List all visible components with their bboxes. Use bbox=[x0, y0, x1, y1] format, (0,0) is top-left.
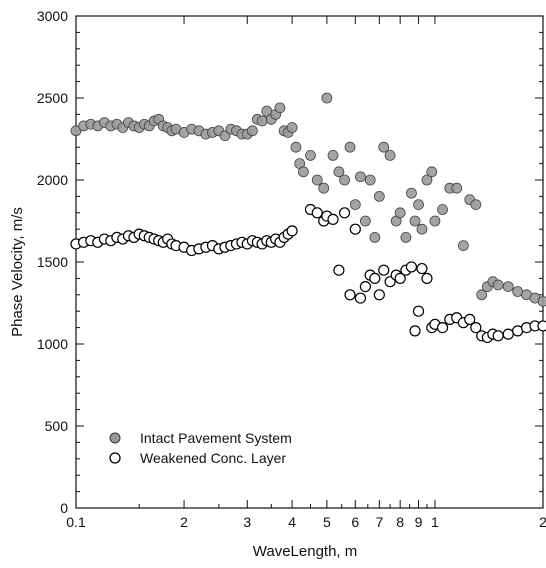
series-weakened bbox=[70, 203, 546, 344]
x-axis: 0.1 2 3 4 5 6 7 8 9 1 2 bbox=[66, 16, 546, 530]
x-tick-label: 8 bbox=[396, 514, 404, 530]
data-point bbox=[537, 295, 546, 307]
data-point bbox=[339, 174, 350, 186]
data-point bbox=[416, 262, 428, 275]
data-point bbox=[476, 289, 488, 301]
data-point bbox=[470, 322, 482, 334]
x-tick-label: 5 bbox=[323, 514, 331, 530]
data-point bbox=[359, 215, 371, 227]
legend: Intact Pavement System Weakened Conc. La… bbox=[109, 430, 292, 466]
x-axis-title: WaveLength, m bbox=[253, 543, 358, 560]
data-point bbox=[457, 240, 469, 252]
data-point bbox=[512, 286, 524, 297]
data-point bbox=[354, 292, 367, 304]
data-point bbox=[369, 231, 381, 243]
data-points bbox=[70, 92, 546, 344]
data-point bbox=[378, 141, 390, 153]
data-point bbox=[327, 149, 339, 161]
y-axis: 0 500 1000 1500 2000 2500 3000 bbox=[37, 8, 543, 516]
data-point bbox=[412, 305, 425, 317]
data-point bbox=[344, 141, 356, 153]
data-point bbox=[333, 264, 345, 276]
data-point bbox=[492, 330, 504, 342]
y-tick-label: 1000 bbox=[37, 336, 68, 352]
data-point bbox=[537, 320, 546, 332]
data-point bbox=[286, 225, 298, 237]
data-point bbox=[311, 207, 323, 219]
data-point bbox=[333, 166, 345, 178]
data-point bbox=[364, 174, 376, 186]
data-point bbox=[305, 149, 316, 161]
data-point bbox=[405, 261, 418, 273]
y-tick-label: 1500 bbox=[37, 254, 68, 270]
data-point bbox=[355, 171, 366, 183]
data-point bbox=[373, 289, 385, 301]
data-point bbox=[502, 328, 514, 340]
series-intact bbox=[70, 92, 546, 307]
data-point bbox=[437, 204, 448, 215]
legend-label-intact: Intact Pavement System bbox=[140, 430, 292, 446]
data-point bbox=[416, 223, 428, 235]
data-point bbox=[394, 272, 406, 284]
data-point bbox=[338, 207, 351, 219]
x-tick-label: 6 bbox=[351, 514, 359, 530]
x-tick-label: 3 bbox=[243, 514, 251, 530]
y-tick-label: 3000 bbox=[37, 8, 68, 24]
data-point bbox=[349, 223, 361, 235]
data-point bbox=[451, 182, 463, 194]
data-point bbox=[436, 322, 449, 334]
data-point bbox=[429, 215, 441, 227]
data-point bbox=[464, 313, 476, 325]
data-point bbox=[369, 272, 381, 284]
data-point bbox=[256, 115, 268, 127]
data-point bbox=[394, 207, 406, 219]
y-tick-label: 0 bbox=[60, 500, 68, 516]
data-point bbox=[470, 199, 482, 211]
data-point bbox=[502, 281, 514, 293]
x-tick-label: 7 bbox=[375, 514, 383, 530]
y-tick-label: 500 bbox=[45, 418, 69, 434]
data-point bbox=[378, 264, 390, 276]
y-tick-label: 2000 bbox=[37, 172, 68, 188]
legend-marker-intact bbox=[109, 432, 121, 444]
y-axis-title: Phase Velocity, m/s bbox=[9, 207, 26, 337]
data-point bbox=[274, 102, 286, 114]
x-tick-label: 2 bbox=[539, 514, 546, 530]
data-point bbox=[359, 281, 371, 293]
data-point bbox=[406, 187, 417, 199]
x-tick-label: 1 bbox=[431, 514, 439, 530]
legend-label-weakened: Weakened Conc. Layer bbox=[140, 450, 286, 466]
data-point bbox=[413, 199, 424, 211]
data-point bbox=[321, 92, 333, 104]
x-tick-label: 9 bbox=[415, 514, 423, 530]
data-point bbox=[421, 272, 433, 284]
data-point bbox=[426, 166, 438, 178]
data-point bbox=[384, 149, 396, 161]
data-point bbox=[290, 141, 302, 153]
data-point bbox=[373, 190, 385, 202]
data-point bbox=[286, 122, 298, 133]
data-point bbox=[400, 231, 412, 243]
data-point bbox=[344, 289, 356, 301]
data-point bbox=[327, 213, 339, 225]
x-tick-label: 0.1 bbox=[66, 514, 86, 530]
x-tick-label: 2 bbox=[180, 514, 188, 530]
data-point bbox=[297, 166, 309, 178]
data-point bbox=[409, 325, 421, 337]
data-point bbox=[492, 279, 504, 291]
x-tick-label: 4 bbox=[288, 514, 296, 530]
data-point bbox=[349, 199, 361, 211]
y-tick-label: 2500 bbox=[37, 90, 68, 106]
data-point bbox=[421, 174, 433, 186]
data-point bbox=[409, 215, 421, 227]
data-point bbox=[70, 125, 82, 137]
data-point bbox=[318, 182, 330, 194]
legend-marker-weakened bbox=[109, 452, 121, 464]
data-point bbox=[311, 174, 323, 186]
data-point bbox=[246, 125, 258, 137]
